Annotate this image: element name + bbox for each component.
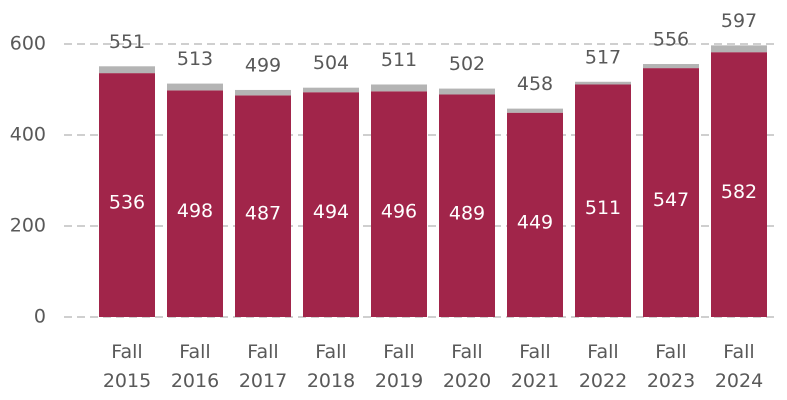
x-tick-label: Fall 2015 [102, 341, 152, 392]
value-label: 494 [313, 201, 349, 223]
y-tick-label: 200 [10, 215, 46, 237]
total-label: 458 [517, 73, 553, 95]
x-tick-label: Fall 2016 [170, 341, 220, 392]
x-tick-label: Fall 2017 [238, 341, 288, 392]
bar-segment [711, 52, 767, 317]
bar-segment [235, 95, 291, 317]
value-label: 496 [381, 201, 417, 223]
bar-segment [99, 66, 155, 74]
bar-segment [371, 91, 427, 317]
bar-segment [439, 88, 495, 95]
x-tick-label: Fall 2020 [442, 341, 492, 392]
bar-segment [575, 81, 631, 85]
bar-segment [711, 45, 767, 53]
value-label: 582 [721, 181, 757, 203]
bar-segment [371, 84, 427, 92]
total-label: 511 [381, 49, 417, 71]
y-tick-label: 600 [10, 33, 46, 55]
bar-segment [99, 73, 155, 318]
value-label: 511 [585, 197, 621, 219]
y-tick-label: 0 [34, 306, 46, 328]
value-label: 536 [109, 192, 145, 214]
value-label: 489 [449, 202, 485, 224]
x-tick-label: Fall 2022 [578, 341, 628, 392]
total-label: 513 [177, 48, 213, 70]
x-tick-label: Fall 2021 [510, 341, 560, 392]
value-label: 449 [517, 211, 553, 233]
total-label: 502 [449, 53, 485, 75]
bar-segment [303, 92, 359, 317]
total-label: 504 [313, 52, 349, 74]
bar-segment [507, 112, 563, 317]
value-label: 487 [245, 203, 281, 225]
x-tick-label: Fall 2024 [714, 341, 764, 392]
bar-segment [507, 108, 563, 113]
x-tick-label: Fall 2018 [306, 341, 356, 392]
x-tick-label: Fall 2023 [646, 341, 696, 392]
total-label: 517 [585, 46, 621, 68]
bar-segment [167, 90, 223, 317]
x-tick-label: Fall 2019 [374, 341, 424, 392]
bar-segment [167, 83, 223, 91]
bar-segment [643, 64, 699, 69]
bar-segment [439, 94, 495, 317]
value-label: 547 [653, 189, 689, 211]
bar-segment [643, 68, 699, 318]
total-label: 551 [109, 31, 145, 53]
bar-segment [303, 87, 359, 93]
bar-segment [235, 89, 291, 96]
total-label: 556 [653, 29, 689, 51]
bar-segment [575, 84, 631, 318]
value-label: 498 [177, 200, 213, 222]
y-tick-label: 400 [10, 124, 46, 146]
total-label: 597 [721, 10, 757, 32]
total-label: 499 [245, 54, 281, 76]
